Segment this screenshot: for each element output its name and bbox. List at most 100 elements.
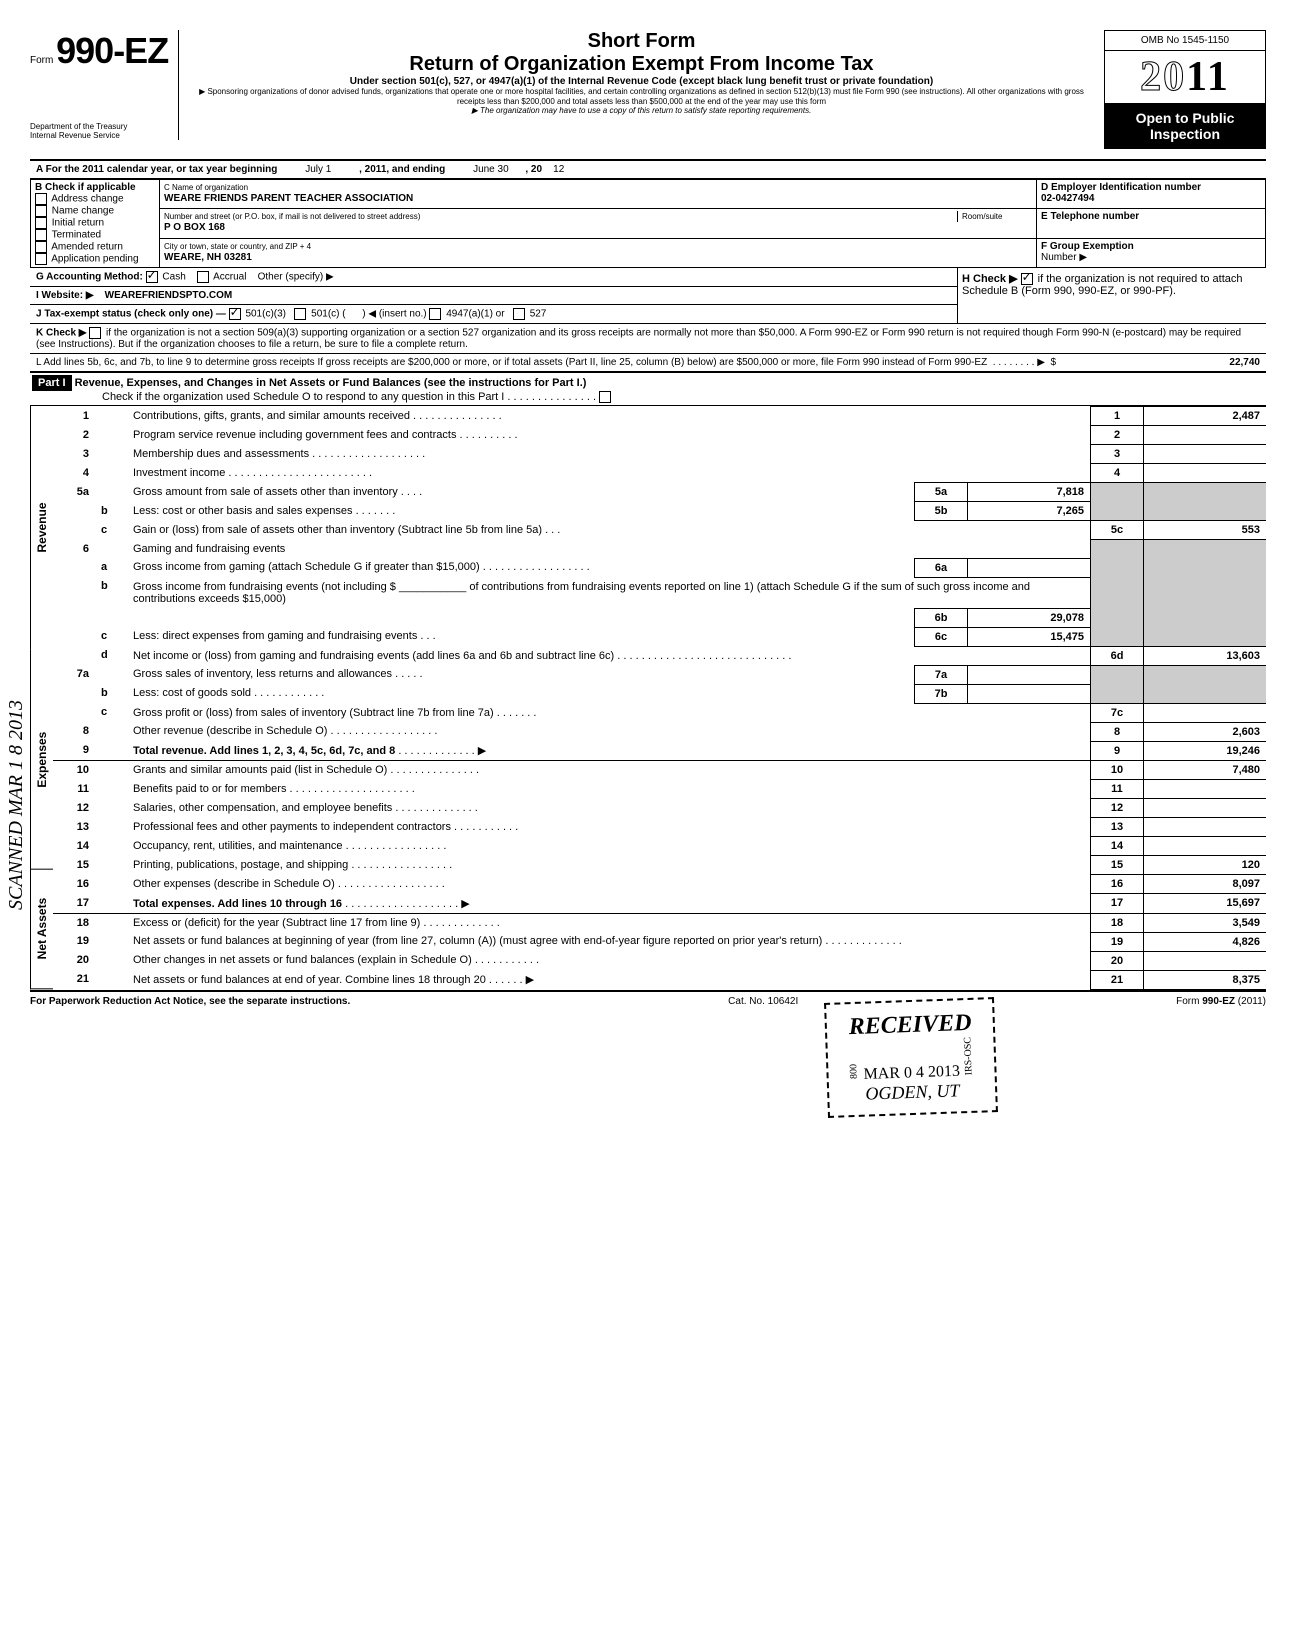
line-g-label: G Accounting Method:	[36, 272, 143, 283]
cb-accrual[interactable]	[197, 271, 209, 283]
line-l-text: L Add lines 5b, 6c, and 7b, to line 9 to…	[36, 357, 987, 368]
line-7c-box: 7c	[1091, 703, 1144, 722]
short-form-title: Short Form	[189, 30, 1094, 53]
cb-4947[interactable]	[429, 308, 441, 320]
line-17-text: Total expenses. Add lines 10 through 16	[133, 898, 342, 910]
line-i: I Website: ▶ WEAREFRIENDSPTO.COM	[30, 287, 957, 305]
section-c-city: City or town, state or country, and ZIP …	[160, 238, 1037, 267]
omb-number: OMB No 1545-1150	[1105, 31, 1265, 51]
form-prefix: Form	[30, 55, 53, 66]
stamp-date: MAR 0 4 2013	[863, 1063, 960, 1083]
line-10-text: Grants and similar amounts paid (list in…	[133, 764, 387, 776]
d-label: D Employer Identification number	[1041, 182, 1201, 193]
line-12-text: Salaries, other compensation, and employ…	[133, 802, 392, 814]
line-1: 1Contributions, gifts, grants, and simil…	[53, 407, 1266, 426]
cb-501c3[interactable]	[229, 308, 241, 320]
c-room-label: Room/suite	[962, 212, 1002, 221]
section-b-label: B Check if applicable	[35, 182, 136, 193]
line-12: 12Salaries, other compensation, and empl…	[53, 799, 1266, 818]
line-20-text: Other changes in net assets or fund bala…	[133, 954, 472, 966]
line-5c: cGain or (loss) from sale of assets othe…	[53, 521, 1266, 540]
line-19-amount: 4,826	[1144, 932, 1267, 951]
line-7a-text: Gross sales of inventory, less returns a…	[133, 668, 392, 680]
line-2: 2Program service revenue including gover…	[53, 426, 1266, 445]
line-6a-amount	[968, 558, 1091, 577]
org-name: WEARE FRIENDS PARENT TEACHER ASSOCIATION	[164, 193, 413, 204]
line-a-begin: July 1	[305, 164, 331, 175]
cb-initial[interactable]	[35, 217, 47, 229]
cb-527[interactable]	[513, 308, 525, 320]
line-6a-text: Gross income from gaming (attach Schedul…	[133, 561, 480, 573]
cb-pending[interactable]	[35, 253, 47, 265]
cb-initial-label: Initial return	[52, 218, 104, 229]
cb-terminated[interactable]	[35, 229, 47, 241]
line-5a-box: 5a	[915, 483, 968, 502]
line-18-box: 18	[1091, 913, 1144, 932]
line-6a: aGross income from gaming (attach Schedu…	[53, 558, 1266, 577]
title-block: Short Form Return of Organization Exempt…	[179, 30, 1104, 116]
cb-schedule-b[interactable]	[1021, 273, 1033, 285]
cb-cash[interactable]	[146, 271, 158, 283]
line-6d-text: Net income or (loss) from gaming and fun…	[133, 650, 614, 662]
line-21-amount: 8,375	[1144, 970, 1267, 989]
main-title: Return of Organization Exempt From Incom…	[189, 53, 1094, 76]
year-prefix: 20	[1140, 54, 1186, 100]
line-6c-box: 6c	[915, 627, 968, 646]
cb-line-k[interactable]	[89, 327, 101, 339]
under-title: Under section 501(c), 527, or 4947(a)(1)…	[189, 76, 1094, 87]
form-number: 990-EZ	[56, 30, 168, 71]
line-2-box: 2	[1091, 426, 1144, 445]
line-5a-text: Gross amount from sale of assets other t…	[133, 486, 398, 498]
section-e: E Telephone number	[1037, 209, 1266, 238]
other-label: Other (specify) ▶	[258, 272, 334, 283]
cb-address[interactable]	[35, 193, 47, 205]
line-18-amount: 3,549	[1144, 913, 1267, 932]
line-11-amount	[1144, 780, 1267, 799]
line-5c-box: 5c	[1091, 521, 1144, 540]
line-a-end: June 30	[473, 164, 509, 175]
line-5b-amount: 7,265	[968, 502, 1091, 521]
line-7b-box: 7b	[915, 684, 968, 703]
line-8: 8Other revenue (describe in Schedule O) …	[53, 722, 1266, 741]
line-15-text: Printing, publications, postage, and shi…	[133, 859, 348, 871]
line-3-text: Membership dues and assessments	[133, 448, 309, 460]
line-8-text: Other revenue (describe in Schedule O)	[133, 725, 327, 737]
line-10: 10Grants and similar amounts paid (list …	[53, 761, 1266, 780]
cb-501c[interactable]	[294, 308, 306, 320]
section-f: F Group Exemption Number ▶	[1037, 238, 1266, 267]
sponsor-note: ▶ Sponsoring organizations of donor advi…	[189, 87, 1094, 106]
line-5b-text: Less: cost or other basis and sales expe…	[133, 505, 353, 517]
line-h: H Check ▶ if the organization is not req…	[957, 268, 1266, 323]
line-15: 15Printing, publications, postage, and s…	[53, 856, 1266, 875]
line-table: 1Contributions, gifts, grants, and simil…	[53, 406, 1266, 990]
cb-schedule-o[interactable]	[599, 391, 611, 403]
line-6: 6Gaming and fundraising events	[53, 540, 1266, 559]
cb-amended[interactable]	[35, 241, 47, 253]
dept-irs: Internal Revenue Service	[30, 131, 170, 140]
part1-label: Part I	[32, 375, 72, 391]
line-k-label: K Check ▶	[36, 328, 86, 339]
line-i-label: I Website: ▶	[36, 290, 94, 301]
line-7c: cGross profit or (loss) from sales of in…	[53, 703, 1266, 722]
f-label: F Group Exemption	[1041, 241, 1134, 252]
line-j: J Tax-exempt status (check only one) — 5…	[30, 305, 957, 323]
cb-name[interactable]	[35, 205, 47, 217]
received-stamp: RECEIVED 800 MAR 0 4 2013 IRS-OSC OGDEN,…	[824, 997, 998, 1118]
open-public-2: Inspection	[1111, 126, 1259, 142]
line-18: 18Excess or (deficit) for the year (Subt…	[53, 913, 1266, 932]
line-h-label: H Check ▶	[962, 273, 1018, 285]
line-a-yl: , 20	[525, 164, 542, 175]
line-11-text: Benefits paid to or for members	[133, 783, 286, 795]
stamp-received: RECEIVED	[846, 1010, 973, 1041]
line-21-text: Net assets or fund balances at end of ye…	[133, 974, 486, 986]
line-6-text: Gaming and fundraising events	[133, 543, 285, 555]
line-6c-amount: 15,475	[968, 627, 1091, 646]
tax-year: 2011	[1105, 51, 1265, 104]
line-6d-amount: 13,603	[1144, 646, 1267, 665]
501c-label: 501(c) (	[311, 309, 345, 320]
cb-pending-label: Application pending	[51, 254, 138, 265]
line-13-amount	[1144, 818, 1267, 837]
org-street: P O BOX 168	[164, 222, 225, 233]
line-4-box: 4	[1091, 464, 1144, 483]
line-7b: bLess: cost of goods sold . . . . . . . …	[53, 684, 1266, 703]
